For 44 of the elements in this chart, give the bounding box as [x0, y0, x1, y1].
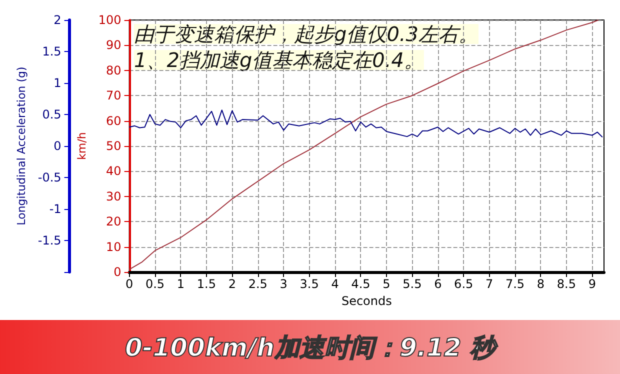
y2-tick-label: 0 — [54, 139, 62, 153]
y2-tick-label: -1 — [49, 202, 62, 216]
x-tick-label: 2 — [228, 277, 236, 291]
x-tick-label: 9 — [588, 277, 596, 291]
y-tick-label: 100 — [98, 13, 122, 27]
y-tick-label: 70 — [106, 88, 122, 103]
x-axis-title: Seconds — [341, 294, 392, 308]
x-tick-label: 8.5 — [556, 277, 576, 291]
x-tick-label: 8 — [536, 277, 545, 291]
line-series — [128, 20, 599, 270]
annotation: 1、2挡加速g值基本稳定在0.4。 — [134, 48, 424, 72]
y-tick-label: 10 — [106, 240, 122, 254]
x-tick-label: 3 — [280, 277, 288, 291]
y-tick-label: 90 — [106, 38, 122, 52]
y2-tick-label: 2 — [54, 13, 62, 27]
x-tick-label: 4 — [331, 277, 339, 291]
x-tick-label: 0 — [125, 277, 134, 291]
x-tick-label: 6 — [434, 277, 442, 291]
x-tick-label: 5 — [382, 277, 390, 291]
y2-tick-label: 0.5 — [42, 108, 62, 122]
y-tick-label: 30 — [106, 189, 122, 204]
y2-tick-label: -0.5 — [38, 170, 62, 184]
y-tick-label: 0 — [114, 265, 122, 279]
x-tick-label: 6.5 — [454, 277, 474, 291]
y-axis-title: km/h — [76, 132, 89, 160]
y2-tick-label: -1.5 — [38, 234, 62, 248]
line-series — [128, 110, 603, 138]
y-tick-label: 40 — [106, 164, 122, 178]
x-tick-label: 3.5 — [300, 277, 319, 291]
y-tick-label: 20 — [106, 214, 122, 229]
x-tick-label: 1.5 — [196, 277, 216, 291]
y2-axis-title: Longitudinal Acceleration (g) — [15, 66, 28, 226]
x-tick-label: 0.5 — [145, 277, 165, 291]
x-tick-label: 2.5 — [248, 277, 268, 291]
x-tick-label: 4.5 — [351, 277, 370, 291]
y2-tick-label: 1.5 — [42, 44, 62, 58]
y-tick-label: 60 — [106, 114, 122, 128]
y-tick-label: 80 — [106, 63, 122, 78]
x-tick-label: 5.5 — [402, 277, 422, 291]
x-tick-label: 7.5 — [505, 277, 525, 291]
y2-tick-label: 1 — [54, 76, 62, 90]
x-tick-label: 7 — [485, 277, 494, 291]
y-tick-label: 50 — [106, 139, 122, 153]
x-tick-label: 1 — [176, 277, 185, 291]
